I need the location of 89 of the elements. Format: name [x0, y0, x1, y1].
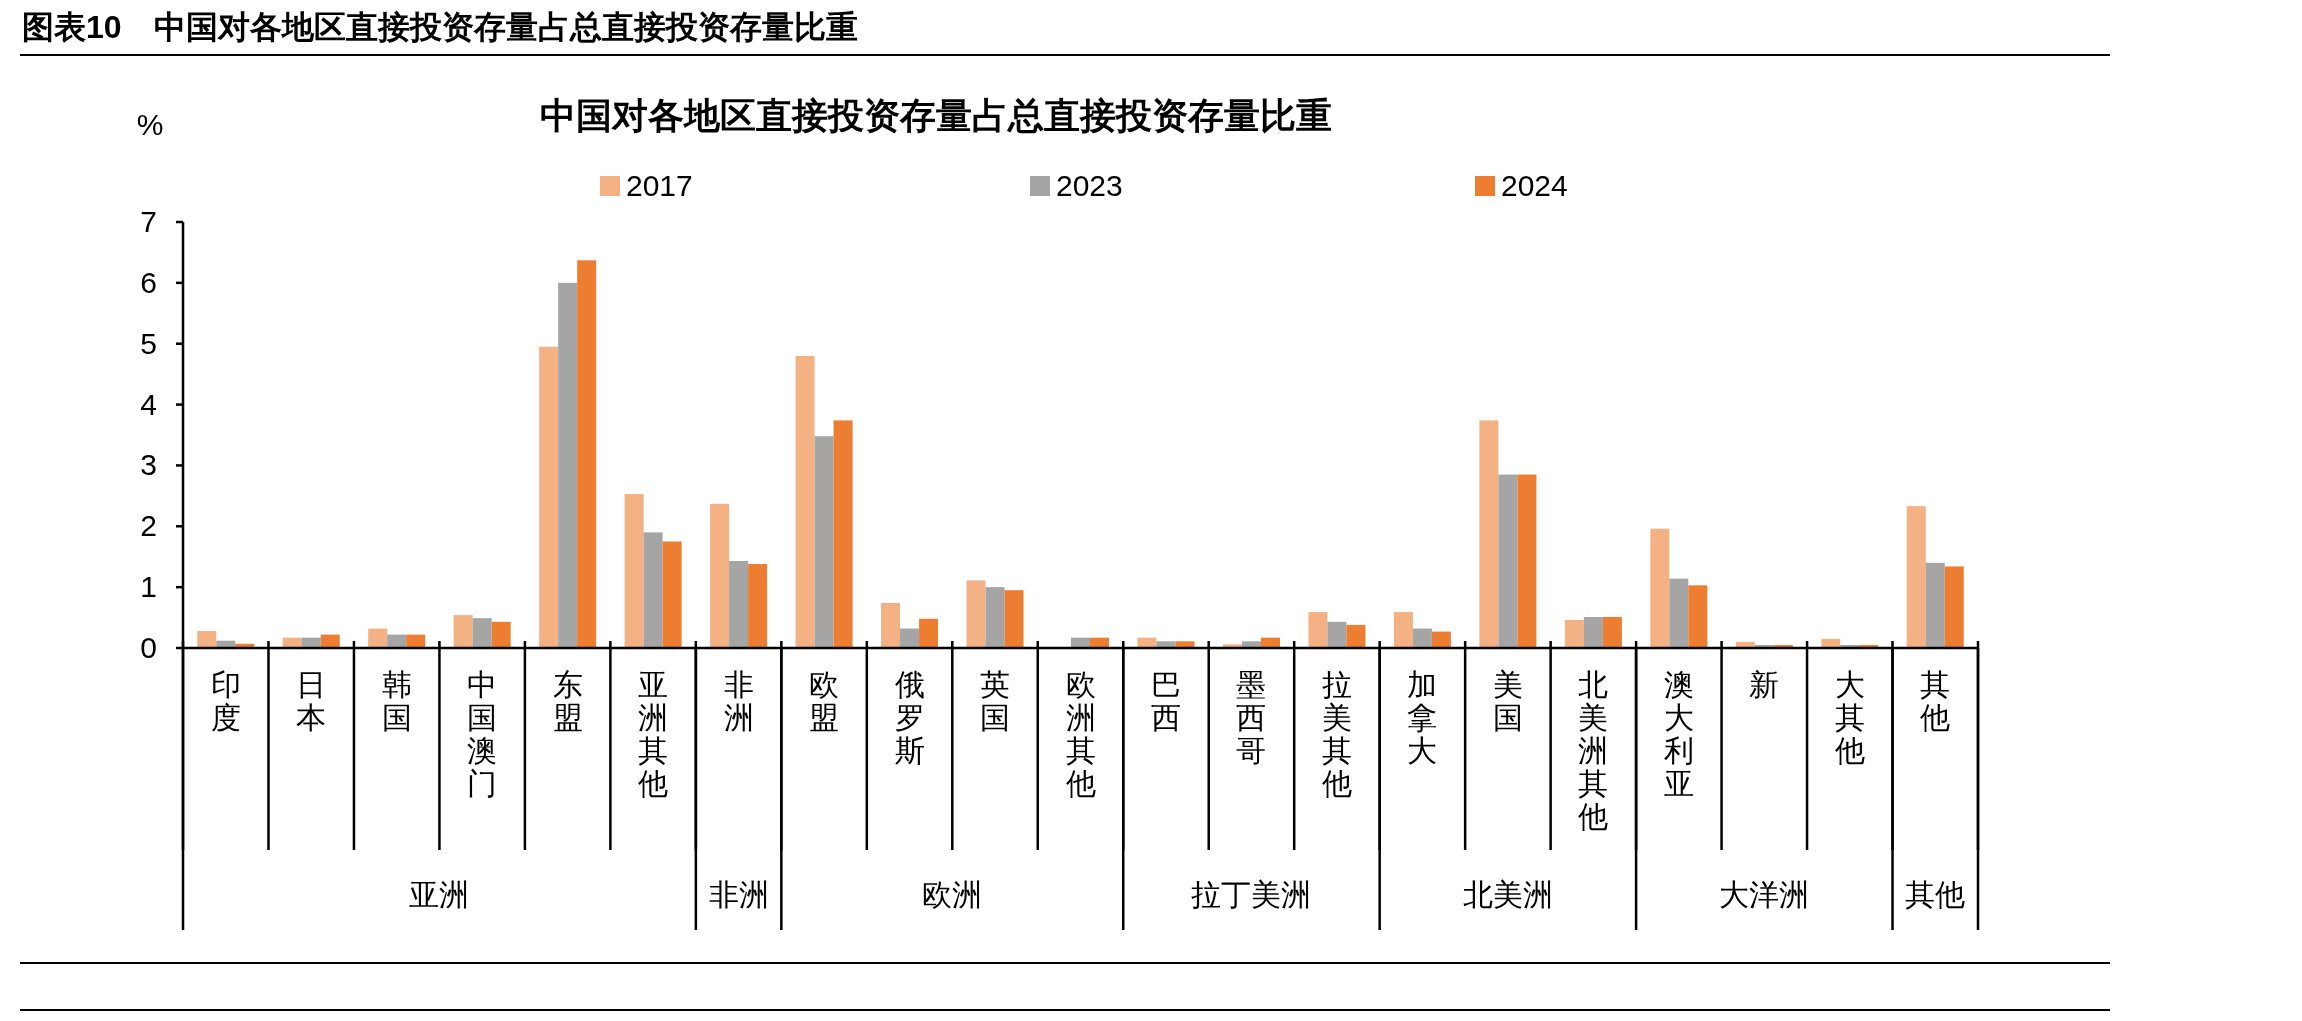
x-tick-label: 大其他: [1834, 668, 1865, 767]
bar: [833, 420, 853, 648]
bar: [1241, 641, 1261, 648]
x-tick-label: 其他: [1920, 668, 1951, 734]
x-tick-label: 巴西: [1150, 668, 1181, 734]
x-tick-label: 新: [1749, 668, 1780, 701]
bar: [1925, 562, 1945, 648]
bar: [1308, 612, 1328, 648]
bar: [1346, 624, 1366, 648]
x-tick-label: 欧盟: [809, 668, 840, 734]
bar: [453, 615, 473, 648]
bar: [387, 634, 407, 648]
bar: [662, 541, 682, 648]
text: 拉丁美洲: [1191, 878, 1312, 911]
x-tick-label: 俄罗斯: [894, 668, 925, 767]
y-axis-title: %: [136, 108, 164, 141]
x-tick-label: 北美洲其他: [1578, 668, 1609, 833]
text: 图表10 中国对各地区直接投资存量占总直接投资存量比重: [22, 9, 858, 45]
x-tick-label: 东盟: [552, 668, 583, 734]
bar: [1669, 578, 1689, 648]
bar: [1944, 566, 1964, 648]
text: 欧洲: [922, 878, 983, 911]
y-tick-label: 1: [140, 570, 157, 604]
text: 北美洲: [1462, 878, 1553, 911]
bar: [919, 618, 939, 648]
x-tick-label: 中国澳门: [467, 668, 498, 800]
bar: [1412, 628, 1432, 648]
bar: [1564, 620, 1584, 648]
chart-title: 中国对各地区直接投资存量占总直接投资存量比重: [540, 95, 1332, 136]
bar: [1602, 616, 1622, 648]
x-tick-label: 美国: [1492, 668, 1523, 734]
bar: [472, 618, 492, 648]
bar: [320, 634, 340, 648]
bar: [748, 564, 768, 648]
bar: [966, 580, 986, 648]
legend-label: 2023: [1056, 169, 1123, 202]
x-tick-label: 澳大利亚: [1663, 668, 1694, 800]
bar: [1431, 631, 1451, 648]
bar: [1393, 612, 1413, 648]
x-tick-label: 墨西哥: [1236, 668, 1267, 767]
x-tick-label: 拉美其他: [1321, 668, 1352, 800]
bar: [1004, 590, 1024, 648]
bar: [643, 532, 663, 648]
bar: [1583, 616, 1603, 648]
bar: [368, 628, 388, 648]
y-tick-label: 4: [140, 387, 157, 421]
bar: [577, 260, 597, 648]
bar: [1906, 506, 1926, 648]
y-tick-label: 5: [140, 326, 157, 360]
text: 其他: [1905, 878, 1966, 911]
legend-label: 2024: [1501, 169, 1568, 202]
y-tick-label: 3: [140, 448, 157, 482]
bar: [1175, 641, 1195, 648]
bar: [197, 630, 217, 648]
x-tick-label: 亚洲其他: [638, 668, 669, 800]
bar: [558, 282, 578, 648]
text: 大洋洲: [1719, 878, 1810, 911]
bar: [729, 560, 749, 648]
text: 非洲: [708, 878, 769, 911]
x-tick-label: 英国: [980, 668, 1011, 734]
y-tick-label: 7: [140, 205, 157, 238]
text: 亚洲: [409, 878, 470, 911]
bar: [1498, 474, 1518, 648]
legend-label: 2017: [626, 169, 693, 202]
bar: [710, 503, 730, 648]
y-tick-label: 2: [140, 509, 157, 543]
bar: [539, 346, 559, 648]
x-tick-label: 非洲: [723, 668, 754, 734]
bar: [1479, 420, 1499, 648]
x-tick-label: 日本: [296, 668, 327, 734]
bar: [795, 355, 815, 648]
bar: [1688, 585, 1708, 648]
bar: [1517, 474, 1537, 648]
bar: [900, 628, 920, 648]
bar: [1650, 528, 1670, 648]
x-tick-label: 印度: [210, 668, 241, 734]
bar: [985, 587, 1005, 648]
bar: [881, 602, 901, 648]
bar: [814, 436, 834, 648]
y-tick-label: 0: [140, 631, 157, 664]
bar: [1156, 641, 1176, 648]
y-tick-label: 6: [140, 265, 157, 299]
x-tick-label: 欧洲其他: [1065, 668, 1096, 800]
x-tick-label: 韩国: [381, 668, 412, 734]
bar: [624, 494, 644, 648]
x-tick-label: 加拿大: [1407, 668, 1438, 767]
bar: [406, 634, 426, 648]
bar: [491, 621, 511, 648]
bar: [1327, 621, 1347, 648]
